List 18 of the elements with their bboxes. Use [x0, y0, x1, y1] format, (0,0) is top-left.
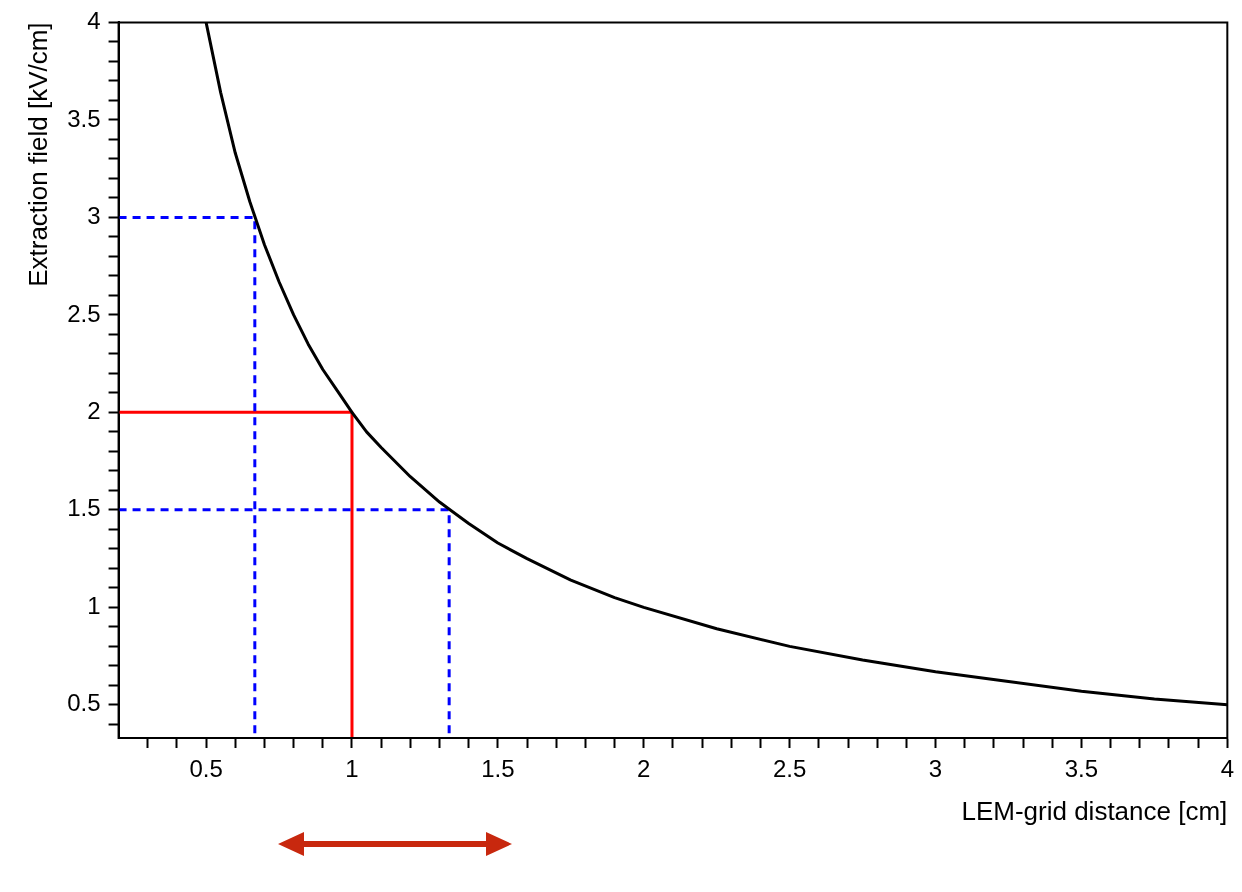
y-tick-label: 3 [87, 202, 101, 230]
y-tick-label: 3.5 [67, 104, 101, 132]
y-axis-title: Extraction field [kV/cm] [22, 22, 53, 287]
y-tick-label: 4 [87, 7, 101, 35]
x-tick-label: 4 [1220, 755, 1235, 783]
y-tick-label: 2.5 [67, 299, 101, 327]
x-axis-title: LEM-grid distance [cm] [961, 795, 1228, 826]
y-tick-label: 1.5 [67, 494, 101, 522]
x-tick-label: 1 [345, 755, 359, 783]
x-tick-label: 3 [928, 755, 943, 783]
x-tick-label: 2 [637, 755, 651, 783]
x-tick-label: 0.5 [189, 755, 223, 783]
x-tick-label: 3.5 [1064, 755, 1099, 783]
y-tick-label: 0.5 [67, 689, 101, 717]
x-tick-label: 2.5 [772, 755, 807, 783]
y-tick-label: 2 [87, 397, 101, 424]
x-tick-label: 1.5 [481, 755, 515, 783]
y-tick-label: 1 [87, 591, 101, 619]
